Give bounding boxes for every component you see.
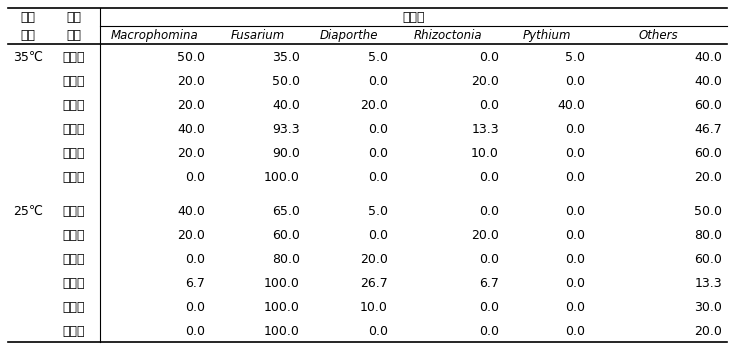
Text: Others: Others [639,29,678,42]
Text: 0.0: 0.0 [368,75,388,88]
Text: 애월읍: 애월읍 [62,123,85,136]
Text: 20.0: 20.0 [177,147,205,160]
Text: 0.0: 0.0 [368,123,388,136]
Text: 0.0: 0.0 [185,171,205,184]
Text: 100.0: 100.0 [264,325,300,338]
Text: 0.0: 0.0 [368,325,388,338]
Text: 안덕면: 안덕면 [62,325,85,338]
Text: 0.0: 0.0 [479,325,499,338]
Text: 한경면: 한경면 [62,301,85,314]
Text: Fusarium: Fusarium [230,29,284,42]
Text: 0.0: 0.0 [479,171,499,184]
Text: 60.0: 60.0 [694,253,722,266]
Text: 40.0: 40.0 [694,75,722,88]
Text: 26.7: 26.7 [360,277,388,290]
Text: 93.3: 93.3 [273,123,300,136]
Text: 0.0: 0.0 [565,301,585,314]
Text: 20.0: 20.0 [177,99,205,112]
Text: 0.0: 0.0 [368,147,388,160]
Text: 46.7: 46.7 [695,123,722,136]
Text: 조천읍: 조천읍 [62,75,85,88]
Text: 20.0: 20.0 [177,229,205,242]
Text: 20.0: 20.0 [694,171,722,184]
Text: 5.0: 5.0 [368,205,388,218]
Text: 40.0: 40.0 [272,99,300,112]
Text: 65.0: 65.0 [272,205,300,218]
Text: 0.0: 0.0 [368,229,388,242]
Text: 10.0: 10.0 [471,147,499,160]
Text: 온도: 온도 [21,29,35,42]
Text: 0.0: 0.0 [565,325,585,338]
Text: 50.0: 50.0 [177,51,205,64]
Text: 0.0: 0.0 [479,205,499,218]
Text: 80.0: 80.0 [694,229,722,242]
Text: 6.7: 6.7 [479,277,499,290]
Text: 60.0: 60.0 [272,229,300,242]
Text: 한경면: 한경면 [62,147,85,160]
Text: 0.0: 0.0 [185,301,205,314]
Text: 0.0: 0.0 [565,147,585,160]
Text: 0.0: 0.0 [479,99,499,112]
Text: 0.0: 0.0 [565,75,585,88]
Text: 20.0: 20.0 [471,229,499,242]
Text: 13.3: 13.3 [695,277,722,290]
Text: 80.0: 80.0 [272,253,300,266]
Text: 0.0: 0.0 [368,171,388,184]
Text: Diaporthe: Diaporthe [320,29,379,42]
Text: 0.0: 0.0 [565,123,585,136]
Text: 90.0: 90.0 [272,147,300,160]
Text: 0.0: 0.0 [479,301,499,314]
Text: Rhizoctonia: Rhizoctonia [415,29,483,42]
Text: 5.0: 5.0 [565,51,585,64]
Text: 애월읍: 애월읍 [62,277,85,290]
Text: 0.0: 0.0 [479,253,499,266]
Text: 0.0: 0.0 [565,205,585,218]
Text: 40.0: 40.0 [557,99,585,112]
Text: 20.0: 20.0 [177,75,205,88]
Text: 50.0: 50.0 [272,75,300,88]
Text: 10.0: 10.0 [360,301,388,314]
Text: 50.0: 50.0 [694,205,722,218]
Text: 분리: 분리 [21,11,35,24]
Text: 5.0: 5.0 [368,51,388,64]
Text: 35℃: 35℃ [13,51,43,64]
Text: 병원균: 병원균 [402,11,425,24]
Text: 0.0: 0.0 [185,253,205,266]
Text: 60.0: 60.0 [694,99,722,112]
Text: 구좌읍: 구좌읍 [62,205,85,218]
Text: 회천동: 회천동 [62,99,85,112]
Text: 100.0: 100.0 [264,277,300,290]
Text: 20.0: 20.0 [694,325,722,338]
Text: 20.0: 20.0 [360,253,388,266]
Text: 6.7: 6.7 [185,277,205,290]
Text: 안덕면: 안덕면 [62,171,85,184]
Text: 조천읍: 조천읍 [62,229,85,242]
Text: 60.0: 60.0 [694,147,722,160]
Text: 0.0: 0.0 [565,229,585,242]
Text: 분리: 분리 [66,11,82,24]
Text: 13.3: 13.3 [471,123,499,136]
Text: 30.0: 30.0 [694,301,722,314]
Text: 0.0: 0.0 [565,277,585,290]
Text: 0.0: 0.0 [565,253,585,266]
Text: 20.0: 20.0 [360,99,388,112]
Text: 회천동: 회천동 [62,253,85,266]
Text: 0.0: 0.0 [185,325,205,338]
Text: Pythium: Pythium [523,29,571,42]
Text: 40.0: 40.0 [694,51,722,64]
Text: 40.0: 40.0 [177,123,205,136]
Text: 35.0: 35.0 [272,51,300,64]
Text: 100.0: 100.0 [264,301,300,314]
Text: 25℃: 25℃ [13,205,43,218]
Text: 0.0: 0.0 [565,171,585,184]
Text: 100.0: 100.0 [264,171,300,184]
Text: 20.0: 20.0 [471,75,499,88]
Text: 0.0: 0.0 [479,51,499,64]
Text: Macrophomina: Macrophomina [111,29,199,42]
Text: 지역: 지역 [66,29,82,42]
Text: 구좌읍: 구좌읍 [62,51,85,64]
Text: 40.0: 40.0 [177,205,205,218]
